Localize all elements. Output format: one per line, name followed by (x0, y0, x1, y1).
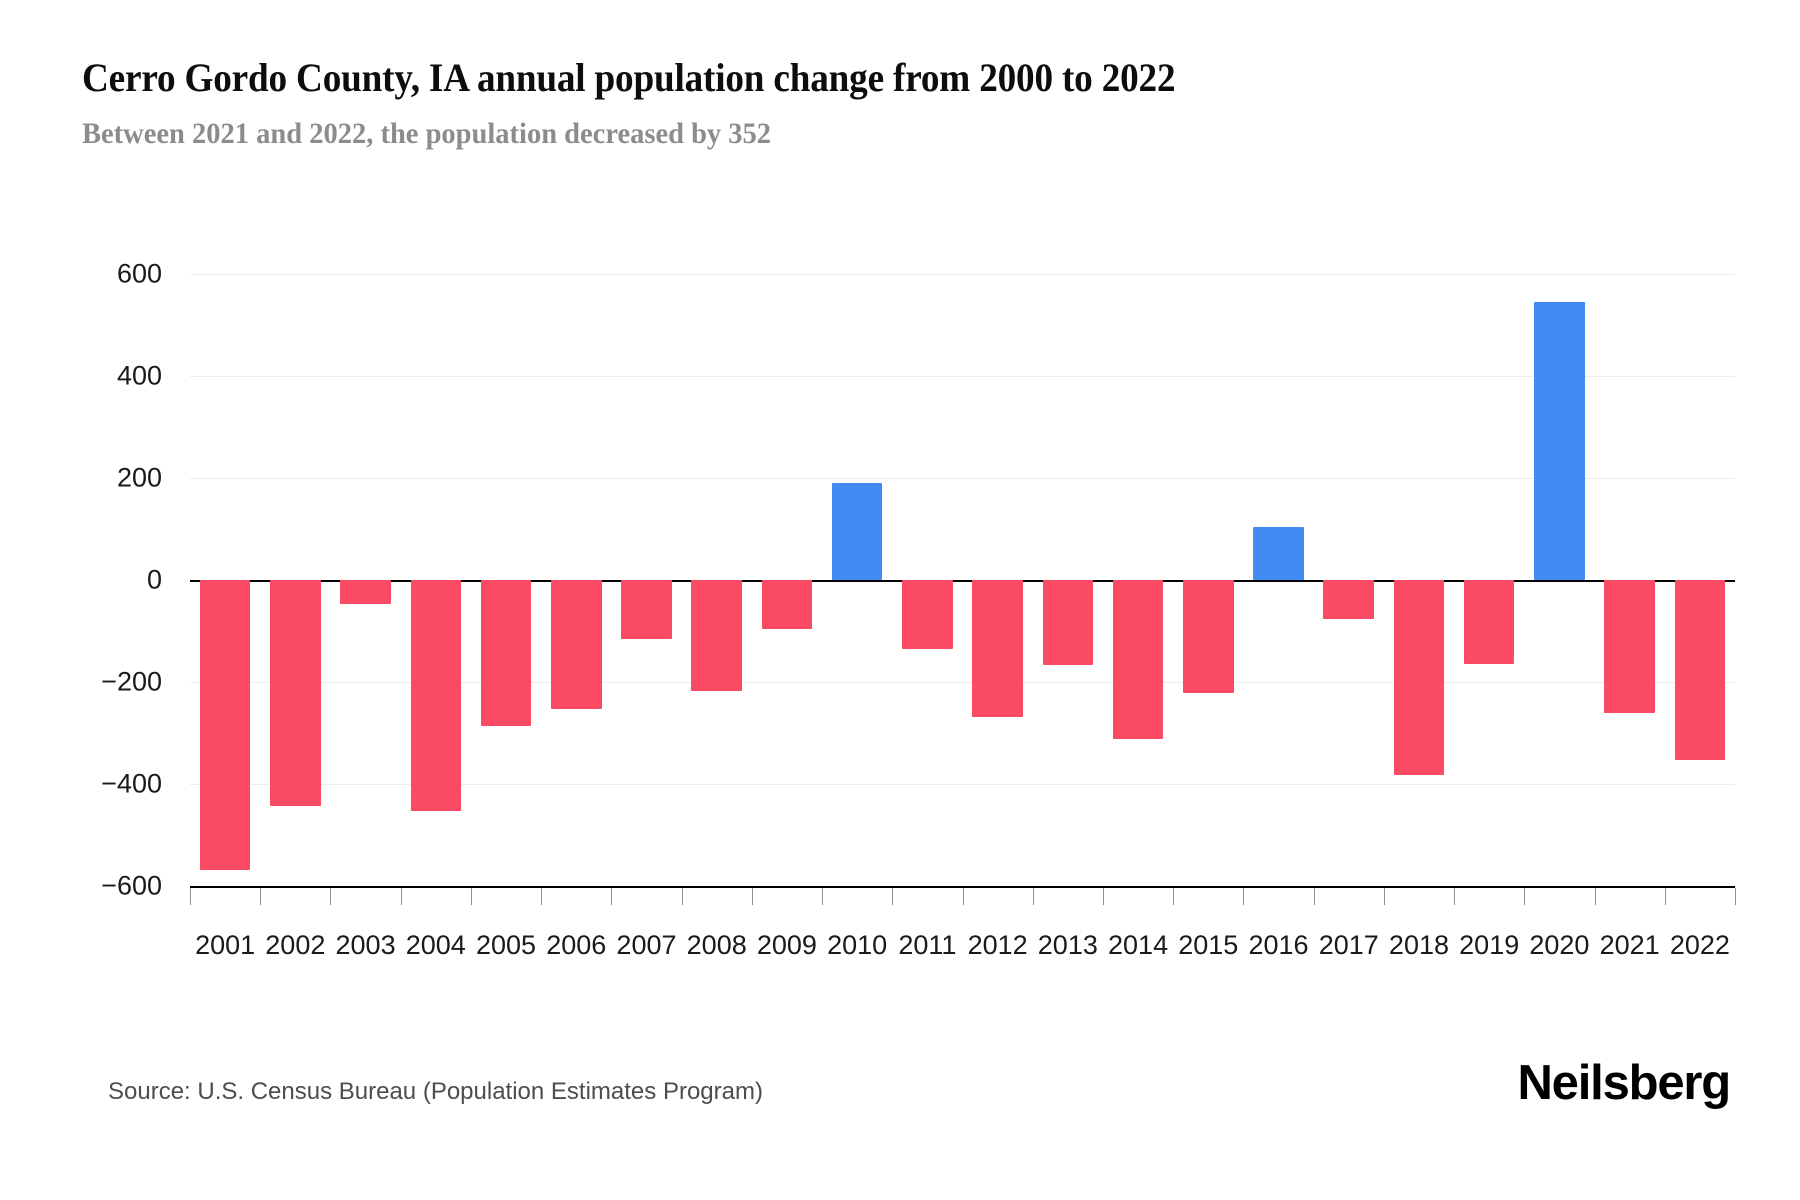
x-axis-label-2020: 2020 (1529, 930, 1590, 960)
bar-2002[interactable] (270, 580, 321, 806)
bar-2003[interactable] (340, 580, 391, 604)
bar-2022[interactable] (1674, 580, 1726, 760)
source-note: Source: U.S. Census Bureau (Population E… (108, 1078, 763, 1105)
bar-2017[interactable] (1323, 580, 1375, 619)
x-axis-label-2009: 2009 (756, 930, 817, 960)
bar-series (190, 274, 1735, 886)
bar-2020[interactable] (1534, 302, 1585, 580)
x-axis-label-2011: 2011 (898, 930, 957, 960)
x-axis-tick (260, 888, 262, 905)
bar-2016[interactable] (1253, 527, 1304, 580)
x-axis-tick (1664, 888, 1666, 905)
x-axis-label-2015: 2015 (1178, 930, 1239, 960)
x-axis-tick (1594, 888, 1596, 905)
x-axis-tick (1454, 888, 1456, 905)
y-axis-tick-label: 200 (116, 462, 162, 493)
x-axis-label-2001: 2001 (195, 930, 256, 960)
y-axis-tick-label: −400 (101, 768, 162, 799)
bar-2015[interactable] (1183, 580, 1234, 693)
gridline (190, 784, 1735, 785)
x-axis-labels: 2001 2002 2003 2004 2005 2006 2007 2008 2009 2010… (190, 930, 1735, 974)
bar-2018[interactable] (1393, 580, 1445, 776)
x-axis-tick (1383, 888, 1385, 905)
bar-2014[interactable] (1112, 580, 1164, 740)
chart-header: Cerro Gordo County, IA annual population… (82, 54, 1742, 153)
x-axis-label-2003: 2003 (335, 930, 396, 960)
x-axis-label-2005: 2005 (475, 930, 537, 960)
y-axis-tick-label: −600 (101, 870, 162, 901)
x-axis-tick (751, 888, 753, 905)
bar-2013[interactable] (1042, 580, 1094, 665)
bar-2009[interactable] (761, 580, 813, 629)
x-axis-label-2007: 2007 (616, 930, 677, 960)
page-title: Cerro Gordo County, IA annual population… (82, 55, 1176, 100)
x-axis-tick (470, 888, 472, 905)
x-axis-tick-marks (190, 888, 1736, 906)
bar-2019[interactable] (1463, 580, 1515, 665)
x-axis-label-2021: 2021 (1599, 930, 1660, 960)
x-axis-label-2018: 2018 (1388, 930, 1450, 960)
x-axis-tick (1173, 888, 1175, 905)
y-axis-tick-label: 0 (146, 564, 162, 595)
x-axis-tick (1102, 888, 1104, 905)
x-axis-tick (681, 888, 683, 905)
x-axis-label-2013: 2013 (1037, 930, 1098, 960)
x-axis-label-2008: 2008 (686, 930, 747, 960)
x-axis-label-2014: 2014 (1108, 930, 1169, 960)
x-axis-tick (400, 888, 402, 905)
x-axis-label-2017: 2017 (1318, 930, 1379, 960)
x-axis-label-2006: 2006 (546, 930, 607, 960)
gridline (190, 376, 1735, 377)
x-axis-tick (822, 888, 824, 905)
x-axis-tick (541, 888, 543, 905)
bar-2008[interactable] (691, 580, 742, 691)
gridline (190, 274, 1735, 275)
bar-2011[interactable] (902, 580, 953, 649)
x-axis-label-2012: 2012 (967, 930, 1028, 960)
bar-2012[interactable] (972, 580, 1023, 717)
x-axis-tick (962, 888, 964, 905)
x-axis-tick (190, 888, 191, 905)
x-axis-tick (330, 888, 332, 905)
chart-subtitle: Between 2021 and 2022, the population de… (82, 117, 772, 150)
bar-2010[interactable] (831, 483, 883, 580)
x-axis-tick (892, 888, 894, 905)
x-axis-label-2004: 2004 (405, 930, 466, 960)
x-axis-label-2019: 2019 (1459, 930, 1520, 960)
gridline (190, 682, 1735, 683)
x-axis-label-2002: 2002 (265, 930, 326, 960)
y-axis-tick-label: 600 (116, 258, 162, 289)
y-axis-tick-label: 400 (116, 360, 162, 391)
x-axis-tick (611, 888, 613, 905)
x-axis-tick (1313, 888, 1315, 905)
bar-2021[interactable] (1604, 580, 1655, 713)
bar-2007[interactable] (621, 580, 672, 640)
x-axis-tick (1032, 888, 1034, 905)
brand-logo: Neilsberg (1517, 1056, 1732, 1110)
y-axis-tick-label: −200 (101, 666, 162, 697)
x-axis-label-2022: 2022 (1669, 930, 1730, 960)
bar-2001[interactable] (199, 580, 251, 870)
x-axis-tick (1524, 888, 1526, 905)
x-axis-tick (1243, 888, 1245, 905)
x-axis-line (190, 886, 1735, 888)
zero-baseline (190, 580, 1735, 582)
x-axis-label-2010: 2010 (827, 930, 888, 960)
gridline (190, 478, 1735, 479)
bar-2005[interactable] (480, 580, 532, 727)
bar-2004[interactable] (410, 580, 462, 811)
x-axis-tick (1735, 888, 1736, 905)
bar-2006[interactable] (550, 580, 602, 709)
x-axis-label-2016: 2016 (1248, 930, 1309, 960)
